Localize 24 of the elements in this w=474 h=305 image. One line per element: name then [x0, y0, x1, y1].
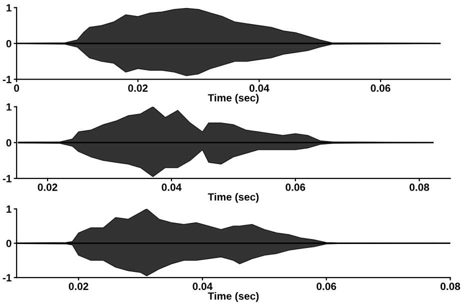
y-tick-label: -1: [2, 76, 12, 84]
y-tick-label: 1: [6, 206, 12, 213]
x-tick-label: 0.04: [162, 184, 182, 191]
x-tick-label: 0: [14, 84, 20, 92]
x-tick-label: 0.04: [192, 282, 213, 290]
x-tick-label: 0.06: [286, 184, 306, 191]
x-tick-label: 0.08: [410, 184, 430, 191]
x-tick-label: 0.04: [250, 84, 270, 92]
x-tick-label: 0.02: [38, 184, 58, 191]
y-tick-label: 1: [6, 103, 12, 111]
y-tick-label: -1: [2, 175, 12, 182]
y-tick-label: 1: [6, 4, 12, 12]
x-tick-label: 0.06: [316, 282, 336, 290]
x-tick-label: 0.08: [440, 282, 460, 290]
y-tick-label: 0: [6, 40, 12, 48]
x-tick-label: 0.02: [128, 84, 148, 92]
x-axis-title: Time (sec): [208, 94, 259, 104]
x-tick-label: 0.06: [370, 84, 390, 92]
x-axis-title: Time (sec): [208, 292, 259, 302]
y-tick-label: 0: [6, 139, 12, 146]
y-tick-label: 0: [6, 240, 12, 248]
x-axis-title: Time (sec): [208, 192, 259, 203]
y-tick-label: -1: [2, 274, 12, 282]
x-tick-label: 0.02: [68, 282, 88, 290]
